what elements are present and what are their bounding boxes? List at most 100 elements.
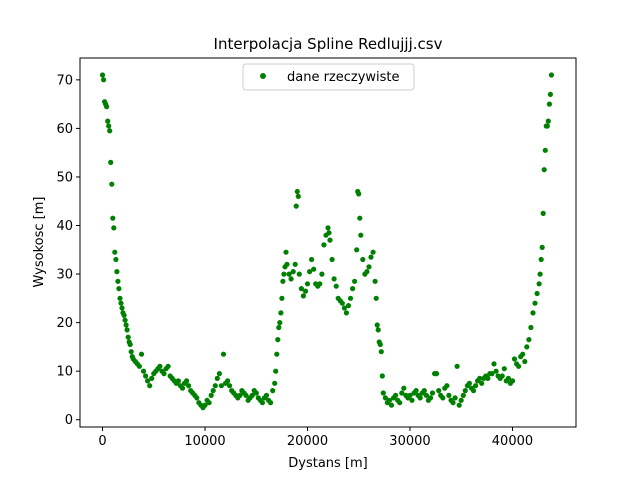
data-point — [149, 375, 155, 381]
data-point — [373, 295, 379, 301]
data-point — [136, 363, 142, 369]
plot-area-frame — [79, 57, 577, 428]
data-point — [539, 244, 545, 250]
data-point — [530, 310, 536, 316]
data-point — [366, 264, 372, 270]
data-point — [114, 269, 120, 275]
data-point — [194, 395, 200, 401]
data-point — [537, 271, 543, 277]
legend-marker — [260, 73, 266, 79]
data-point — [108, 159, 114, 165]
data-point — [327, 237, 333, 243]
data-point — [534, 290, 540, 297]
data-point — [388, 402, 395, 408]
data-point — [317, 281, 323, 287]
data-point — [278, 310, 284, 316]
data-point — [511, 356, 518, 362]
data-point — [440, 395, 446, 401]
data-point — [339, 300, 345, 306]
data-point — [524, 344, 530, 350]
data-point — [127, 341, 133, 348]
data-point — [107, 128, 113, 134]
y-tick-label: 20 — [56, 316, 73, 331]
data-point — [548, 72, 555, 78]
data-point — [374, 322, 380, 328]
data-point — [186, 383, 192, 389]
data-point — [466, 380, 472, 386]
x-tick-label: 40000 — [492, 434, 533, 449]
data-point — [118, 300, 124, 306]
data-point — [284, 261, 290, 267]
x-tick-label: 0 — [98, 434, 106, 449]
data-point — [309, 256, 315, 263]
legend-label: dane rzeczywiste — [287, 70, 400, 85]
y-tick-label: 60 — [56, 122, 73, 137]
data-point — [485, 375, 491, 381]
data-point — [140, 368, 147, 374]
data-point — [386, 397, 393, 403]
data-point — [117, 295, 123, 301]
data-point — [357, 215, 363, 221]
y-tick-label: 10 — [56, 365, 73, 380]
data-point — [113, 256, 119, 263]
data-point — [452, 395, 458, 401]
data-point — [300, 293, 306, 299]
data-point — [364, 269, 370, 275]
data-point — [413, 388, 419, 394]
data-point — [423, 392, 429, 398]
data-point — [532, 300, 538, 306]
data-point — [249, 392, 255, 398]
data-point — [290, 269, 296, 275]
data-point — [125, 334, 131, 340]
data-point — [292, 261, 298, 267]
data-point — [434, 371, 440, 377]
data-point — [354, 247, 360, 253]
data-point — [295, 193, 301, 199]
data-point — [470, 388, 477, 394]
data-point — [421, 388, 427, 394]
data-point — [121, 312, 127, 318]
x-axis-ticks: 0 10000 20000 30000 40000 — [98, 427, 533, 449]
x-tick-label: 30000 — [389, 434, 430, 449]
data-point — [379, 373, 385, 379]
legend-box — [242, 63, 415, 91]
data-point — [462, 388, 468, 394]
data-point — [343, 310, 349, 316]
data-point — [479, 380, 485, 386]
y-axis-ticks: 0 10 20 30 40 50 60 70 — [56, 73, 80, 428]
data-point — [436, 388, 442, 394]
data-point — [216, 371, 222, 377]
data-point — [356, 191, 362, 197]
data-point — [243, 392, 249, 398]
data-point — [119, 305, 125, 311]
data-point — [307, 269, 313, 275]
data-point — [489, 371, 495, 377]
data-point — [288, 276, 294, 282]
data-point — [208, 392, 214, 398]
data-point — [393, 392, 399, 398]
data-point — [109, 181, 115, 187]
x-axis-label: Dystans [m] — [288, 456, 368, 471]
data-point — [105, 118, 111, 124]
data-point — [293, 203, 299, 209]
data-point — [122, 317, 128, 323]
data-point — [116, 286, 122, 292]
data-point — [283, 249, 289, 255]
data-point — [331, 276, 337, 282]
data-point — [547, 91, 554, 97]
data-point — [220, 351, 227, 357]
data-point — [326, 230, 332, 236]
data-point — [407, 392, 413, 398]
data-point — [380, 390, 386, 396]
data-point — [382, 395, 388, 401]
data-point — [104, 104, 110, 110]
data-point — [253, 390, 259, 396]
data-point — [294, 188, 300, 195]
y-tick-label: 30 — [56, 268, 73, 283]
data-point — [528, 324, 534, 331]
data-point — [281, 271, 287, 277]
data-point — [544, 123, 550, 129]
chart-title: Interpolacja Spline Redlujjj.csv — [214, 35, 443, 53]
data-point — [101, 77, 107, 83]
